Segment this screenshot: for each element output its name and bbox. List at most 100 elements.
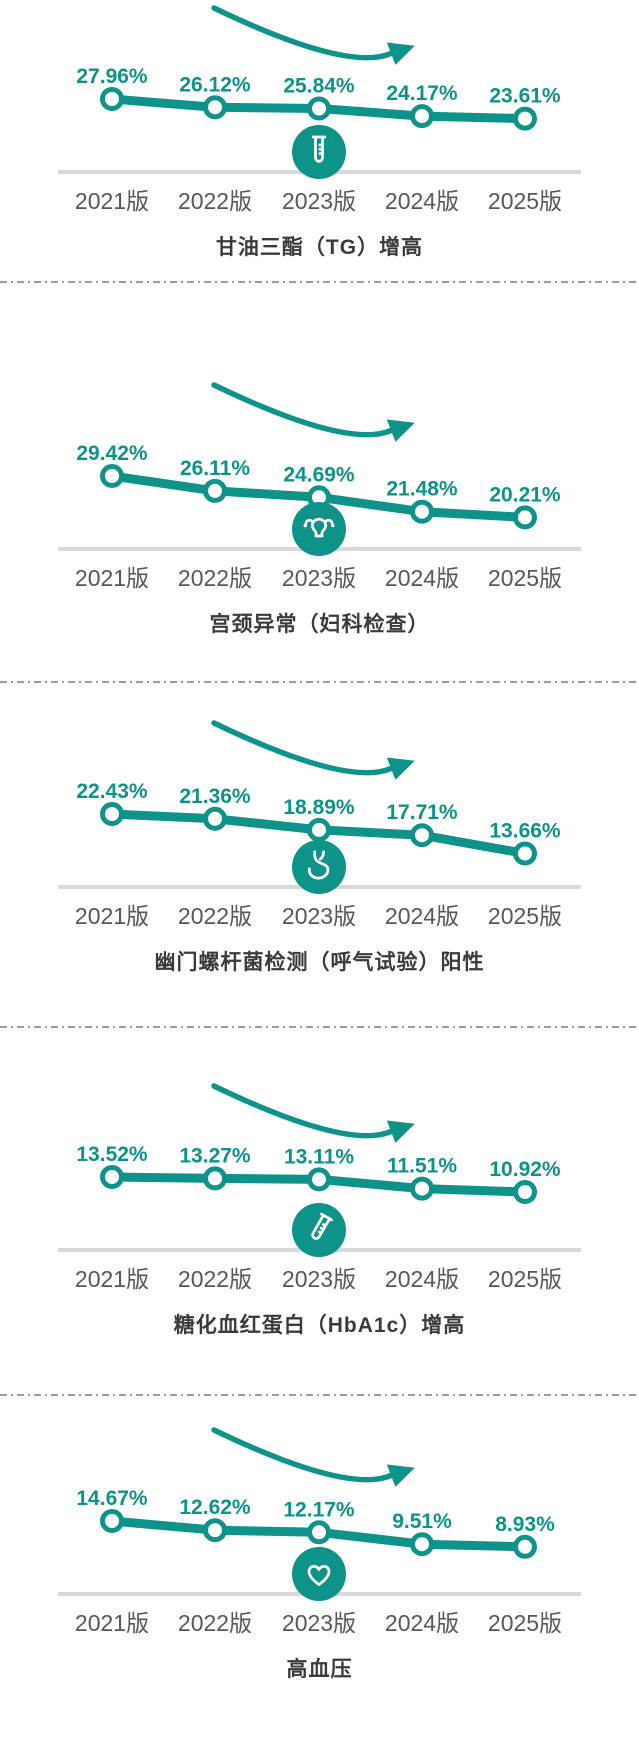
x-axis-label: 2025版 <box>488 1610 562 1636</box>
chart-title: 宫颈异常（妇科检查） <box>209 613 430 636</box>
x-axis-label: 2022版 <box>178 903 252 929</box>
data-point <box>307 1520 331 1545</box>
value-label: 13.27% <box>179 1144 251 1167</box>
data-point <box>100 802 124 826</box>
value-label: 23.61% <box>489 85 561 108</box>
x-axis-label: 2021版 <box>75 1610 149 1636</box>
x-axis-label: 2025版 <box>488 1266 562 1292</box>
value-label: 12.17% <box>283 1498 355 1521</box>
trend-arrow-icon <box>211 1083 415 1143</box>
heart-icon <box>292 1547 346 1601</box>
x-axis-label: 2023版 <box>282 188 356 214</box>
data-point <box>307 96 331 121</box>
x-axis-label: 2024版 <box>385 903 459 929</box>
data-point <box>513 505 537 530</box>
x-axis-label: 2025版 <box>488 903 562 929</box>
line-chart: 29.42% 26.11% 24.69% 21.48% 20.21% 2021版 2022版… <box>58 382 581 591</box>
uterus-icon <box>292 502 346 556</box>
data-point <box>203 95 227 120</box>
value-label: 13.66% <box>489 820 561 843</box>
x-axis-label: 2021版 <box>75 1266 149 1292</box>
chart-title: 糖化血红蛋白（HbA1c）增高 <box>173 1314 466 1337</box>
data-point <box>513 841 537 866</box>
value-label: 26.12% <box>179 73 251 96</box>
x-axis-label: 2021版 <box>75 903 149 929</box>
test-tube-tilted-icon <box>292 1203 346 1257</box>
x-axis-label: 2022版 <box>178 188 252 214</box>
section-divider <box>0 1394 639 1396</box>
data-point <box>203 806 227 831</box>
value-label: 14.67% <box>76 1487 148 1510</box>
data-point <box>410 1532 434 1557</box>
value-label: 13.52% <box>76 1143 148 1166</box>
x-axis-label: 2025版 <box>488 188 562 214</box>
value-label: 29.42% <box>76 442 148 465</box>
data-point <box>307 817 331 842</box>
value-label: 25.84% <box>283 75 355 98</box>
chart-title: 甘油三酯（TG）增高 <box>215 236 424 259</box>
data-point <box>410 499 434 524</box>
value-label: 17.71% <box>386 801 458 824</box>
x-axis-label: 2021版 <box>75 188 149 214</box>
x-axis-label: 2023版 <box>282 1266 356 1292</box>
data-point <box>203 1518 227 1543</box>
chart-section-triglycerides: 27.96% 26.12% 25.84% 24.17% 23.61% 2021版 2022版… <box>0 0 639 281</box>
chart-title: 幽门螺杆菌检测（呼气试验）阳性 <box>154 951 485 974</box>
value-label: 27.96% <box>76 65 148 88</box>
value-label: 26.11% <box>180 457 250 480</box>
value-label: 21.48% <box>386 478 458 501</box>
value-label: 18.89% <box>283 796 355 819</box>
data-point <box>513 1534 537 1559</box>
data-point <box>513 106 537 131</box>
x-axis-label: 2024版 <box>385 1610 459 1636</box>
data-point <box>307 1167 331 1192</box>
x-axis-label: 2025版 <box>488 565 562 591</box>
x-axis-label: 2023版 <box>282 565 356 591</box>
value-label: 12.62% <box>179 1496 251 1519</box>
x-axis-label: 2023版 <box>282 903 356 929</box>
trend-arrow-icon <box>211 1427 415 1487</box>
data-point <box>100 1509 124 1533</box>
data-point <box>100 1165 124 1189</box>
data-point <box>410 823 434 848</box>
line-chart: 13.52% 13.27% 13.11% 11.51% 10.92% 2021版 2022版… <box>58 1083 581 1292</box>
section-divider <box>0 1026 639 1028</box>
data-point <box>100 87 124 111</box>
data-point <box>203 1166 227 1191</box>
chart-section-hba1c: 13.52% 13.27% 13.11% 11.51% 10.92% 2021版 2022版… <box>0 1028 639 1394</box>
chart-section-hpylori: 22.43% 21.36% 18.89% 17.71% 13.66% 2021版 2022版… <box>0 683 639 1026</box>
value-label: 8.93% <box>495 1513 555 1536</box>
data-point <box>203 478 227 503</box>
x-axis-label: 2022版 <box>178 1610 252 1636</box>
chart-section-hypertension: 14.67% 12.62% 12.17% 9.51% 8.93% 2021版 2022版 20… <box>0 1396 639 1723</box>
x-axis-label: 2021版 <box>75 565 149 591</box>
trend-arrow-icon <box>211 382 415 442</box>
test-tube-icon <box>292 125 346 179</box>
line-chart: 14.67% 12.62% 12.17% 9.51% 8.93% 2021版 2022版 20… <box>58 1427 581 1636</box>
chart-section-cervical: 29.42% 26.11% 24.69% 21.48% 20.21% 2021版 2022版… <box>0 283 639 681</box>
value-label: 21.36% <box>179 785 251 808</box>
value-label: 20.21% <box>489 483 561 506</box>
value-label: 22.43% <box>76 780 148 803</box>
section-divider <box>0 681 639 683</box>
value-label: 24.69% <box>283 463 355 486</box>
value-label: 11.51% <box>387 1155 457 1178</box>
data-point <box>513 1180 537 1204</box>
value-label: 24.17% <box>386 82 458 105</box>
x-axis-label: 2022版 <box>178 1266 252 1292</box>
trend-arrow-icon <box>211 720 415 780</box>
section-divider <box>0 281 639 283</box>
x-axis-label: 2022版 <box>178 565 252 591</box>
x-axis-label: 2024版 <box>385 188 459 214</box>
value-label: 9.51% <box>392 1510 452 1533</box>
data-point <box>410 1176 434 1201</box>
stomach-icon <box>292 840 346 894</box>
line-chart: 27.96% 26.12% 25.84% 24.17% 23.61% 2021版 2022版… <box>58 5 581 214</box>
data-point <box>410 104 434 129</box>
data-point <box>100 464 124 488</box>
value-label: 13.11% <box>284 1145 354 1168</box>
x-axis-label: 2024版 <box>385 1266 459 1292</box>
trend-arrow-icon <box>211 5 415 65</box>
x-axis-label: 2023版 <box>282 1610 356 1636</box>
line-chart: 22.43% 21.36% 18.89% 17.71% 13.66% 2021版 2022版… <box>58 720 581 929</box>
